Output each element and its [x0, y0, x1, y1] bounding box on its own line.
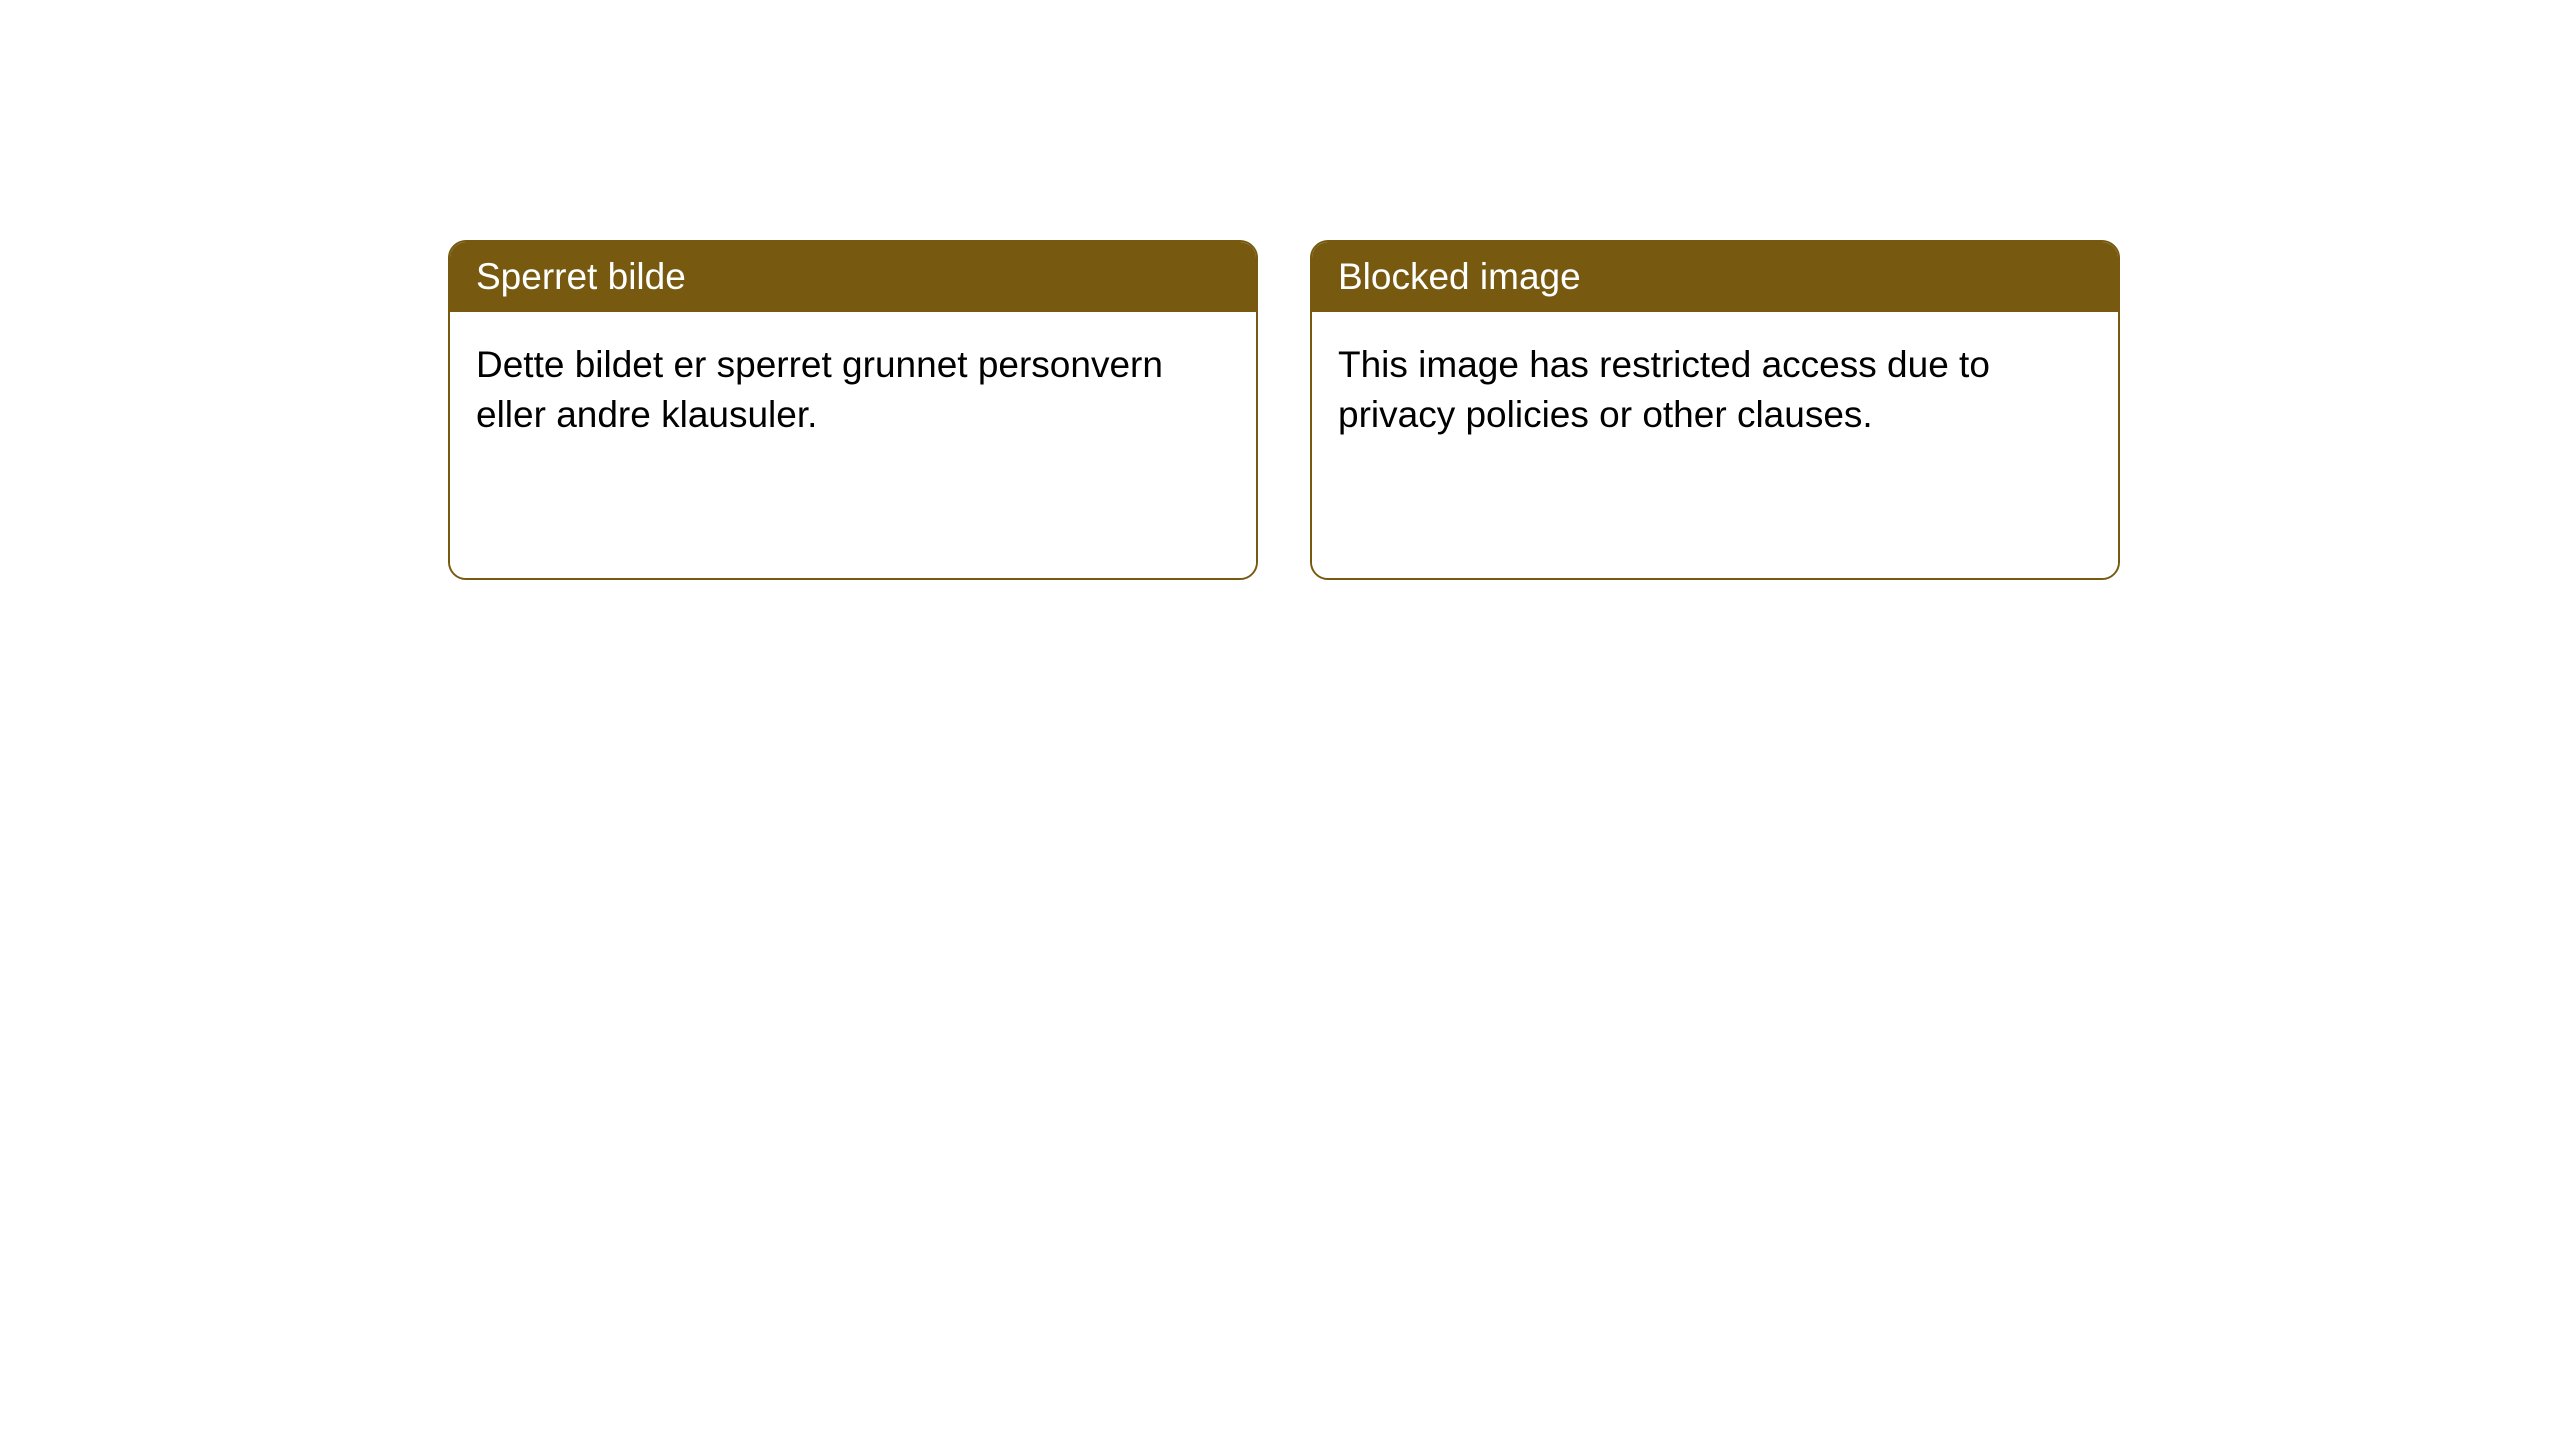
notice-container: Sperret bilde Dette bildet er sperret gr… [448, 240, 2120, 580]
notice-card-norwegian: Sperret bilde Dette bildet er sperret gr… [448, 240, 1258, 580]
notice-title-english: Blocked image [1312, 242, 2118, 312]
notice-title-norwegian: Sperret bilde [450, 242, 1256, 312]
notice-body-norwegian: Dette bildet er sperret grunnet personve… [450, 312, 1256, 578]
notice-body-english: This image has restricted access due to … [1312, 312, 2118, 578]
notice-card-english: Blocked image This image has restricted … [1310, 240, 2120, 580]
